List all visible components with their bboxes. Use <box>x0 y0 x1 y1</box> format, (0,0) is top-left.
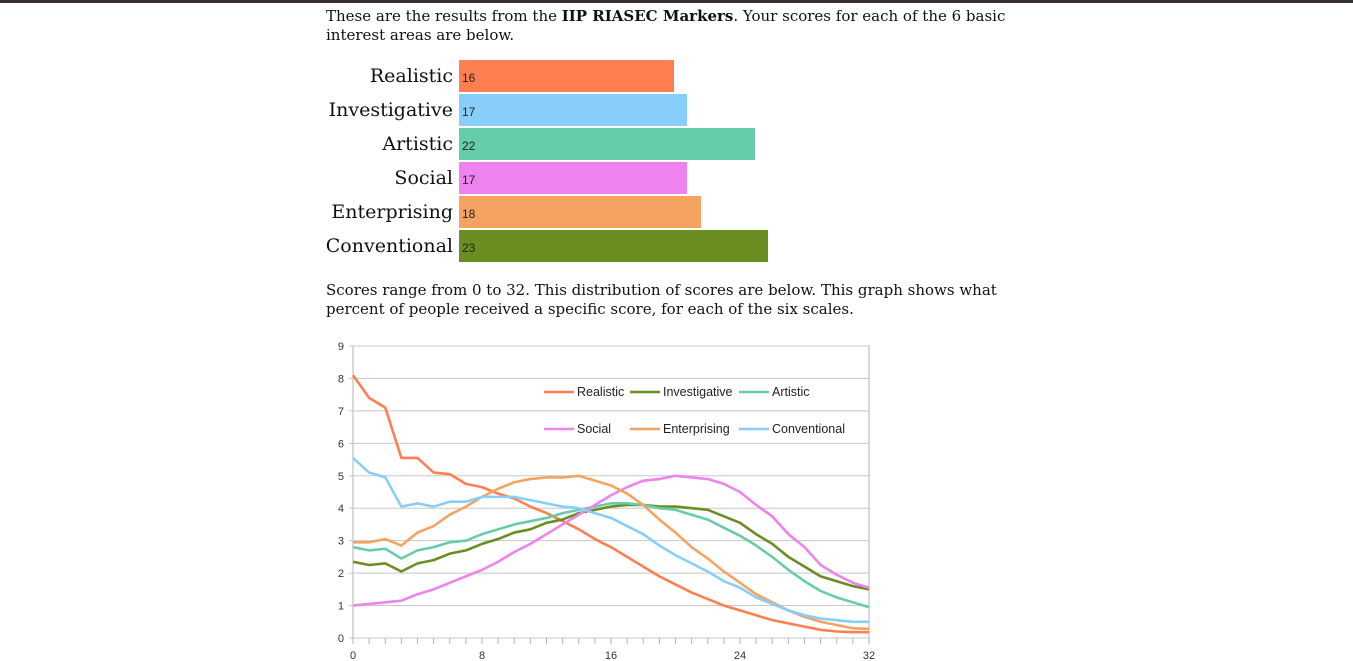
x-tick-label: 8 <box>479 650 485 661</box>
score-row-investigative: Investigative 17 <box>326 94 726 126</box>
score-label: Realistic <box>369 65 453 87</box>
series-line-investigative <box>352 503 870 591</box>
score-value: 18 <box>462 207 476 221</box>
score-bar <box>459 94 688 126</box>
distribution-description: Scores range from 0 to 32. This distribu… <box>326 281 997 318</box>
y-tick-label: 3 <box>338 536 344 548</box>
score-bar <box>459 230 769 262</box>
x-tick-label: 24 <box>734 650 746 661</box>
score-value: 22 <box>462 139 476 153</box>
score-bar <box>459 60 674 92</box>
y-tick-label: 7 <box>338 406 344 418</box>
score-row-conventional: Conventional 23 <box>325 230 769 262</box>
series-line-realistic <box>351 374 869 634</box>
score-row-artistic: Artistic 22 <box>326 128 755 160</box>
score-label: Artistic <box>382 133 453 155</box>
x-tick-label: 0 <box>350 650 356 661</box>
score-row-realistic: Realistic 16 <box>326 60 726 92</box>
series-line-social <box>352 474 870 607</box>
y-tick-label: 1 <box>338 601 344 613</box>
score-row-enterprising: Enterprising 18 <box>326 196 726 228</box>
score-row-social: Social 17 <box>326 162 726 194</box>
y-tick-label: 4 <box>338 503 344 515</box>
score-value: 17 <box>462 173 476 187</box>
series-line-conventional <box>352 456 869 624</box>
legend-label: Investigative <box>663 385 733 399</box>
score-label: Social <box>394 167 453 189</box>
score-value: 23 <box>462 241 476 255</box>
legend-label: Conventional <box>772 422 845 436</box>
score-label: Investigative <box>328 99 453 121</box>
x-tick-label: 16 <box>605 650 617 661</box>
y-tick-label: 0 <box>338 633 344 645</box>
x-tick-label: 32 <box>863 650 875 661</box>
score-bar <box>459 162 688 194</box>
test-name: IIP RIASEC Markers <box>561 7 734 25</box>
legend-label: Enterprising <box>663 422 730 436</box>
legend-label: Realistic <box>577 385 624 399</box>
legend-label: Social <box>577 422 611 436</box>
y-tick-label: 2 <box>338 568 344 580</box>
y-tick-label: 6 <box>338 438 344 450</box>
y-tick-label: 5 <box>338 471 344 483</box>
score-value: 17 <box>462 105 476 119</box>
score-bar <box>459 196 701 228</box>
score-value: 16 <box>462 71 476 85</box>
series-line-artistic <box>352 502 870 609</box>
intro-text: These are the results from the IIP RIASE… <box>326 7 1006 44</box>
y-tick-label: 8 <box>338 373 344 385</box>
distribution-line-chart: 0 1 2 3 4 5 6 7 8 9 0 8 16 24 32 Realistic Investigative… <box>338 341 875 661</box>
score-label: Enterprising <box>331 201 453 223</box>
y-tick-label: 9 <box>338 341 344 353</box>
legend-label: Artistic <box>772 385 810 399</box>
score-bar <box>459 128 755 160</box>
score-label: Conventional <box>325 235 453 257</box>
